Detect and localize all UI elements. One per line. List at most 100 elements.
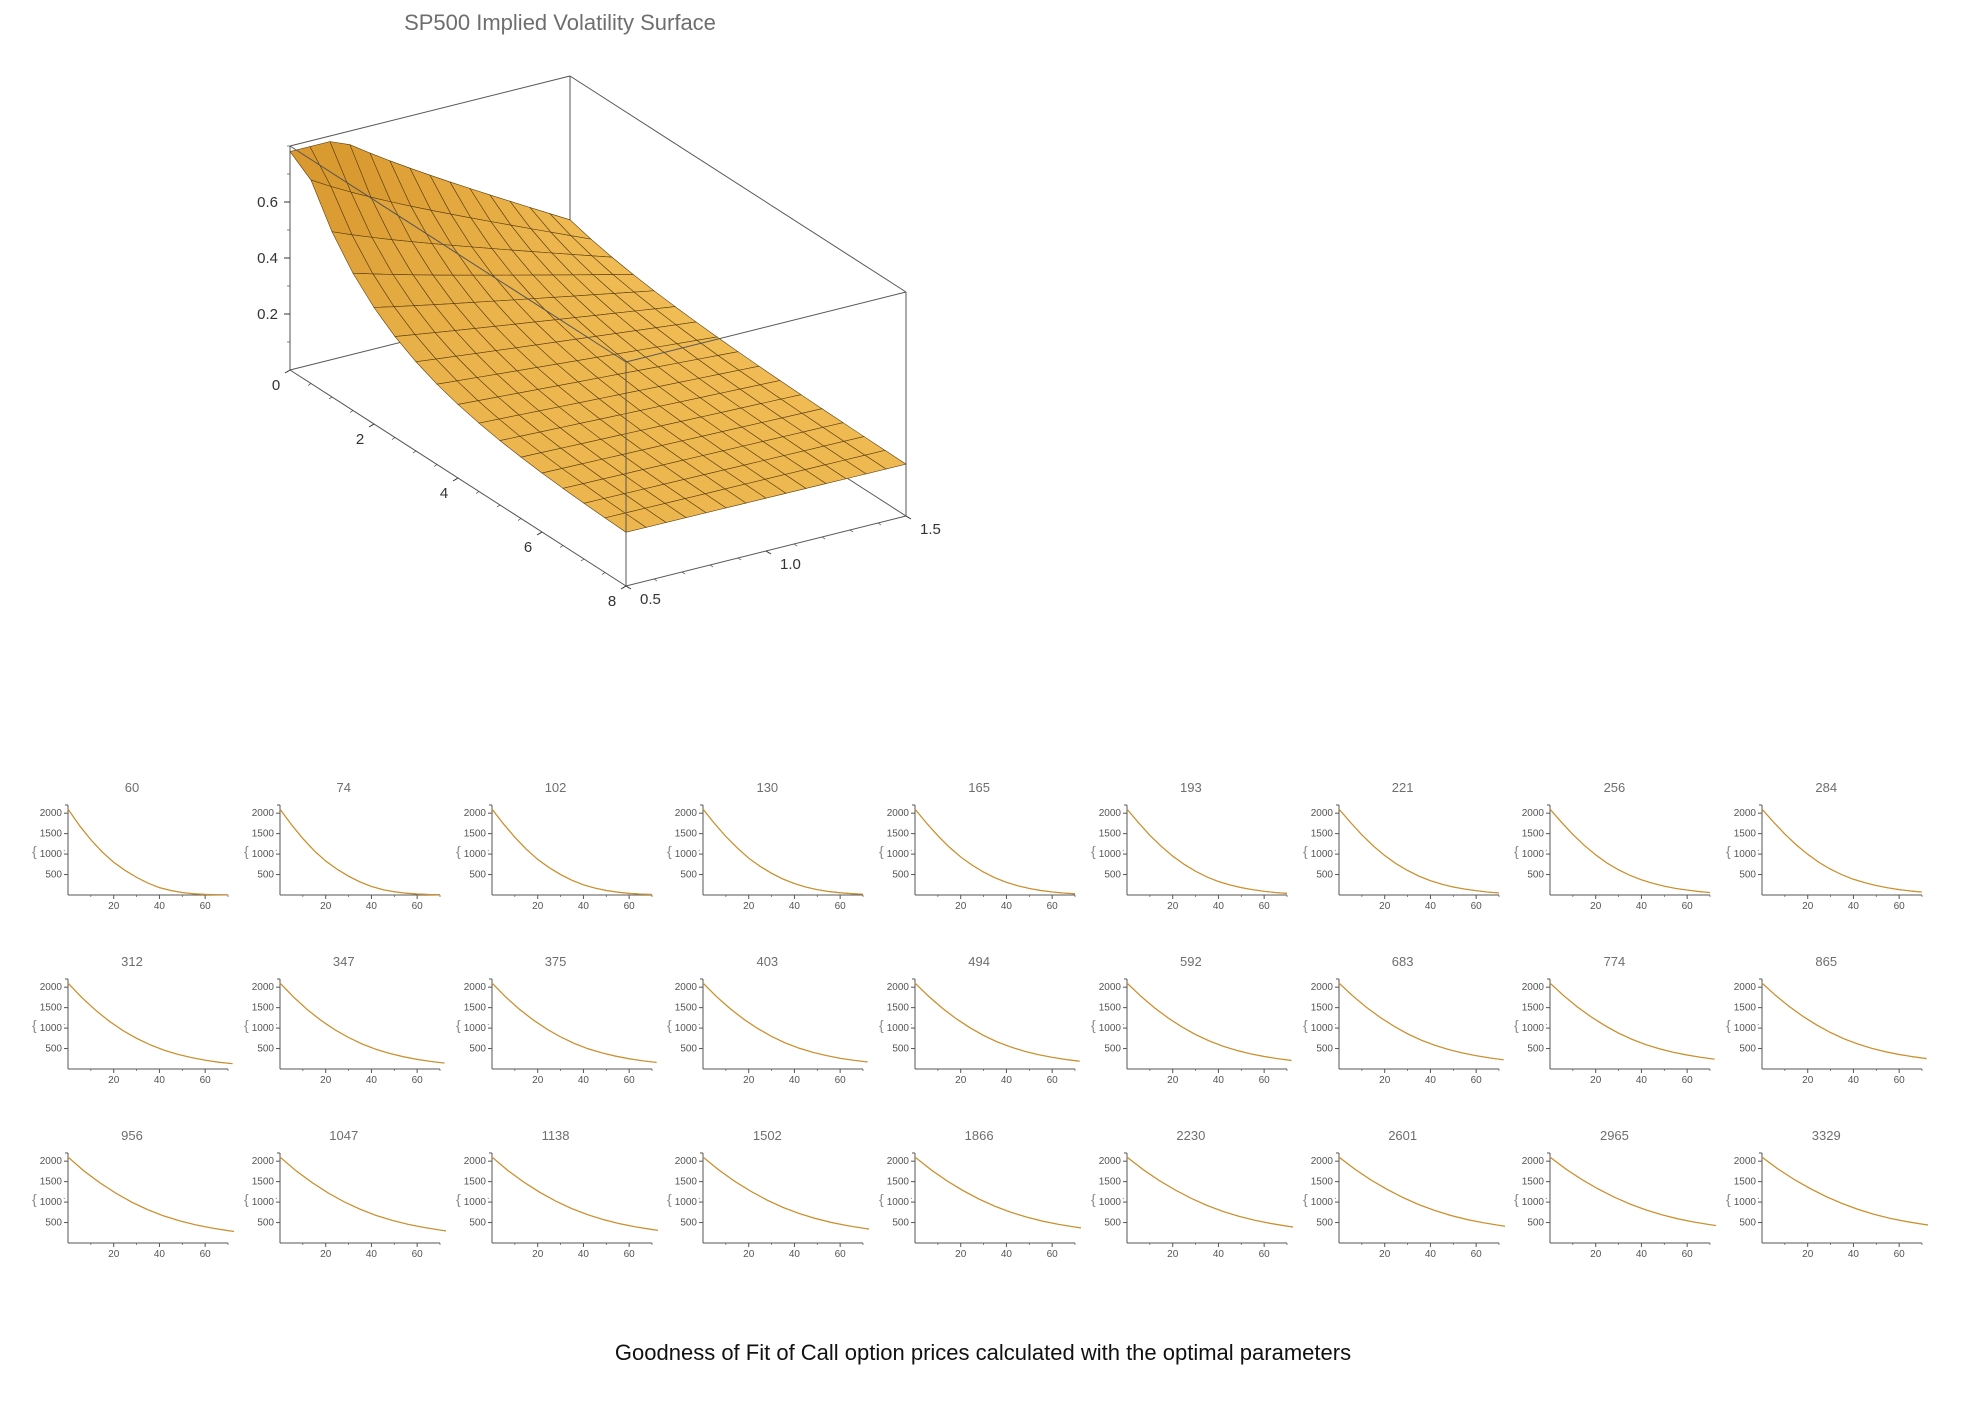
svg-text:1000: 1000 <box>1522 849 1545 860</box>
svg-text:1500: 1500 <box>887 1003 910 1014</box>
svg-text:·: · <box>1757 1193 1760 1204</box>
svg-text:2000: 2000 <box>252 982 275 993</box>
svg-text:20: 20 <box>1802 1075 1814 1086</box>
svg-text:1000: 1000 <box>252 1197 275 1208</box>
svg-text:2000: 2000 <box>1310 1156 1333 1167</box>
svg-text:{: { <box>879 1191 884 1207</box>
svg-text:2000: 2000 <box>1099 1156 1122 1167</box>
svg-text:{: { <box>667 1191 672 1207</box>
svg-text:{: { <box>1303 1017 1308 1033</box>
mini-chart-svg: 500100015002000204060{· <box>242 973 446 1093</box>
svg-text:2000: 2000 <box>1734 982 1757 993</box>
svg-text:2000: 2000 <box>40 982 63 993</box>
svg-text:1500: 1500 <box>252 1177 275 1188</box>
svg-text:500: 500 <box>257 870 274 881</box>
svg-text:40: 40 <box>154 1249 166 1260</box>
mini-chart: 1502500100015002000204060{· <box>665 1128 869 1272</box>
mini-chart-svg: 500100015002000204060{· <box>1512 1147 1716 1267</box>
svg-text:{: { <box>667 1017 672 1033</box>
mini-chart-svg: 500100015002000204060{· <box>1301 973 1505 1093</box>
svg-text:1000: 1000 <box>1099 1197 1122 1208</box>
mini-chart-svg: 500100015002000204060{· <box>877 1147 1081 1267</box>
svg-text:1000: 1000 <box>1734 849 1757 860</box>
svg-text:·: · <box>1545 1019 1548 1030</box>
mini-chart-svg: 500100015002000204060{· <box>665 799 869 919</box>
svg-text:·: · <box>1545 1193 1548 1204</box>
svg-text:500: 500 <box>1528 1218 1545 1229</box>
svg-text:1500: 1500 <box>1099 1177 1122 1188</box>
svg-text:6: 6 <box>524 539 532 556</box>
svg-text:1000: 1000 <box>675 849 698 860</box>
svg-text:{: { <box>1303 1191 1308 1207</box>
mini-chart-svg: 500100015002000204060{· <box>1089 973 1293 1093</box>
svg-text:20: 20 <box>955 1249 967 1260</box>
svg-text:1000: 1000 <box>1099 1023 1122 1034</box>
svg-text:2000: 2000 <box>1310 982 1333 993</box>
svg-text:40: 40 <box>366 1249 378 1260</box>
svg-text:40: 40 <box>1213 901 1225 912</box>
svg-text:2000: 2000 <box>1522 1156 1545 1167</box>
mini-chart: 130500100015002000204060{· <box>665 780 869 924</box>
svg-text:500: 500 <box>1740 1044 1757 1055</box>
svg-text:500: 500 <box>681 1044 698 1055</box>
mini-chart-svg: 500100015002000204060{· <box>454 973 658 1093</box>
mini-chart: 1047500100015002000204060{· <box>242 1128 446 1272</box>
svg-text:1500: 1500 <box>1310 1003 1333 1014</box>
page: SP500 Implied Volatility Surface 0.20.40… <box>0 0 1966 1414</box>
svg-text:20: 20 <box>1167 1249 1179 1260</box>
mini-chart: 312500100015002000204060{· <box>30 954 234 1098</box>
mini-chart: 2230500100015002000204060{· <box>1089 1128 1293 1272</box>
svg-text:2000: 2000 <box>1734 1156 1757 1167</box>
mini-chart: 256500100015002000204060{· <box>1512 780 1716 924</box>
surface-chart: 0.20.40.6024680.51.01.5 <box>160 40 960 640</box>
svg-text:1500: 1500 <box>1099 829 1122 840</box>
svg-text:1500: 1500 <box>1522 829 1545 840</box>
svg-text:500: 500 <box>45 1218 62 1229</box>
svg-text:500: 500 <box>892 1218 909 1229</box>
mini-chart-title: 683 <box>1301 954 1505 969</box>
svg-text:1000: 1000 <box>1734 1197 1757 1208</box>
svg-text:1.5: 1.5 <box>920 521 941 538</box>
svg-text:{: { <box>244 1017 249 1033</box>
svg-text:1000: 1000 <box>887 849 910 860</box>
svg-text:1500: 1500 <box>40 1177 63 1188</box>
mini-chart-svg: 500100015002000204060{· <box>1724 1147 1928 1267</box>
svg-text:40: 40 <box>1425 901 1437 912</box>
svg-text:60: 60 <box>1047 1075 1059 1086</box>
svg-text:20: 20 <box>1167 901 1179 912</box>
svg-text:500: 500 <box>681 1218 698 1229</box>
svg-text:1.0: 1.0 <box>780 556 801 573</box>
svg-text:1500: 1500 <box>40 1003 63 1014</box>
svg-text:2000: 2000 <box>1099 982 1122 993</box>
mini-chart-svg: 500100015002000204060{· <box>454 1147 658 1267</box>
svg-text:60: 60 <box>1894 901 1906 912</box>
svg-text:20: 20 <box>1802 901 1814 912</box>
svg-text:1000: 1000 <box>40 849 63 860</box>
svg-text:1000: 1000 <box>887 1023 910 1034</box>
mini-chart-title: 1502 <box>665 1128 869 1143</box>
svg-text:·: · <box>1122 1193 1125 1204</box>
caption-text: Goodness of Fit of Call option prices ca… <box>0 1340 1966 1366</box>
svg-text:60: 60 <box>200 1075 212 1086</box>
mini-chart-svg: 500100015002000204060{· <box>454 799 658 919</box>
svg-text:·: · <box>1122 845 1125 856</box>
svg-text:60: 60 <box>411 1075 423 1086</box>
svg-text:·: · <box>274 1019 277 1030</box>
svg-text:40: 40 <box>1001 901 1013 912</box>
svg-text:20: 20 <box>532 901 544 912</box>
mini-chart-title: 1047 <box>242 1128 446 1143</box>
svg-text:2000: 2000 <box>887 982 910 993</box>
svg-text:2000: 2000 <box>463 982 486 993</box>
svg-text:40: 40 <box>789 1249 801 1260</box>
svg-text:20: 20 <box>1379 1249 1391 1260</box>
mini-chart-title: 1866 <box>877 1128 1081 1143</box>
svg-text:2000: 2000 <box>887 1156 910 1167</box>
svg-text:1000: 1000 <box>1522 1197 1545 1208</box>
svg-text:60: 60 <box>1470 901 1482 912</box>
mini-chart: 375500100015002000204060{· <box>454 954 658 1098</box>
svg-text:60: 60 <box>411 1249 423 1260</box>
svg-text:0.4: 0.4 <box>257 250 278 267</box>
svg-text:2000: 2000 <box>1522 982 1545 993</box>
svg-text:500: 500 <box>892 870 909 881</box>
svg-text:·: · <box>486 1019 489 1030</box>
